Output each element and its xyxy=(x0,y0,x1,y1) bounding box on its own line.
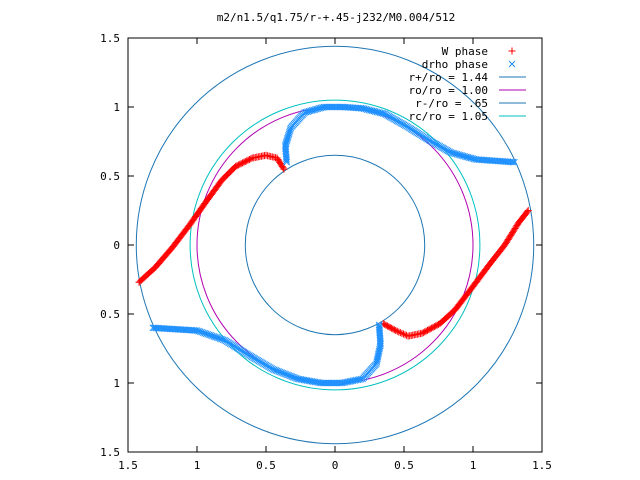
drho-phase-marker xyxy=(327,103,334,111)
legend-label: r+/ro = 1.44 xyxy=(409,71,489,84)
drho-phase-marker xyxy=(322,103,329,111)
drho-phase-marker xyxy=(333,379,341,387)
legend-w-symbol xyxy=(508,47,516,55)
x-tick-label: 0.5 xyxy=(394,459,414,472)
w-phase-marker xyxy=(404,332,412,340)
drho-phase-marker xyxy=(335,379,343,387)
circle-0.65 xyxy=(244,154,426,336)
legend-label: drho phase xyxy=(422,58,488,71)
x-tick-label: 0.5 xyxy=(256,459,276,472)
w-phase-marker xyxy=(393,327,401,335)
x-tick-label: 1 xyxy=(194,459,201,472)
drho-phase-marker xyxy=(325,103,333,111)
drho-phase-marker xyxy=(330,103,337,111)
w-phase-marker xyxy=(403,331,411,339)
drho-phase-marker xyxy=(327,379,335,387)
w-phase-marker xyxy=(398,329,406,337)
y-tick-label: 0.5 xyxy=(100,308,120,321)
circle-1.44 xyxy=(135,45,535,445)
x-tick-label: 1.5 xyxy=(532,459,552,472)
legend-drho-symbol xyxy=(508,60,516,68)
w-phase-marker xyxy=(280,165,288,173)
drho-phase-marker xyxy=(325,379,333,387)
x-tick-label: 1 xyxy=(470,459,477,472)
w-phase-marker xyxy=(396,329,404,337)
drho-phase-marker xyxy=(322,379,330,387)
w-phase-marker xyxy=(247,155,255,163)
legend-label: r-/ro = .65 xyxy=(415,97,488,110)
drho-phase-marker xyxy=(149,324,157,332)
drho-phase-marker xyxy=(320,103,328,111)
axis-ticks: 1.5 1 0.5 0 0.5 1 1.51.510.500.511.5 xyxy=(100,32,552,472)
drho-phase-marker xyxy=(336,379,344,387)
drho-phase-marker xyxy=(331,103,339,111)
drho-phase-marker xyxy=(333,103,341,111)
legend-label: W phase xyxy=(442,45,488,58)
drho-phase-marker xyxy=(328,103,336,111)
drho-phase-marker xyxy=(330,379,338,387)
x-tick-label: 0 xyxy=(332,459,339,472)
phase-markers xyxy=(135,103,532,387)
w-phase-marker xyxy=(279,164,287,172)
x-tick-label: 1.5 xyxy=(118,459,138,472)
y-tick-label: 1.5 xyxy=(100,32,120,45)
y-tick-label: 1.5 xyxy=(100,446,120,459)
drho-phase-marker xyxy=(338,379,346,387)
w-phase-marker xyxy=(395,328,403,336)
drho-phase-marker xyxy=(324,379,331,387)
y-tick-label: 1 xyxy=(113,101,120,114)
chart-title: m2/n1.5/q1.75/r-+.45-j232/M0.004/512 xyxy=(217,11,455,24)
drho-phase-marker xyxy=(336,103,344,111)
legend-label: ro/ro = 1.00 xyxy=(409,84,488,97)
drho-phase-marker xyxy=(328,379,336,387)
drho-phase-marker xyxy=(335,103,342,111)
w-phase-marker xyxy=(419,329,427,337)
legend-label: rc/ro = 1.05 xyxy=(409,110,488,123)
w-phase-marker xyxy=(381,320,389,328)
drho-phase-marker xyxy=(151,324,158,332)
drho-phase-marker xyxy=(332,379,339,387)
y-tick-label: 0 xyxy=(113,239,120,252)
w-phase-marker xyxy=(399,330,407,338)
w-phase-marker xyxy=(401,331,409,339)
y-tick-label: 0.5 xyxy=(100,170,120,183)
drho-phase-marker xyxy=(511,158,518,166)
circle-1 xyxy=(196,106,474,384)
drho-phase-marker xyxy=(509,158,517,166)
y-tick-label: 1 xyxy=(113,377,120,390)
drho-phase-marker xyxy=(323,103,331,111)
circle-1.05 xyxy=(189,99,481,391)
